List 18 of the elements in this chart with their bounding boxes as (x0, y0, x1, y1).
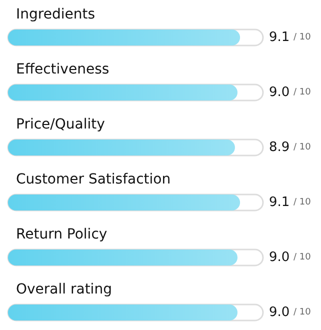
text: / 10 (293, 32, 312, 42)
y-tick-label: Overall rating (16, 282, 112, 298)
y-tick-label: Customer Satisfaction (16, 172, 171, 188)
text: / 10 (293, 308, 312, 318)
y-tick-label: Return Policy (16, 226, 108, 242)
data-label: 9.0 (269, 250, 290, 265)
data-label: 9.0 (269, 85, 290, 100)
text: / 10 (293, 142, 312, 152)
y-tick-label: Price/Quality (16, 116, 105, 132)
text: / 10 (293, 88, 312, 98)
data-label: 9.0 (269, 305, 290, 320)
text: / 10 (293, 252, 312, 262)
y-tick-label: Ingredients (16, 6, 95, 22)
data-label: 9.1 (269, 30, 290, 45)
y-tick-label: Effectiveness (16, 62, 110, 78)
text: / 10 (293, 198, 312, 208)
data-label: 9.1 (269, 195, 290, 210)
data-label: 8.9 (269, 140, 290, 155)
